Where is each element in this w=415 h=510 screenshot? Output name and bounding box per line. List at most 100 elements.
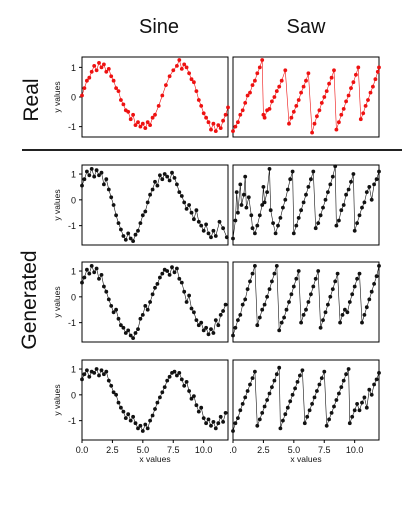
gen2-sine-point xyxy=(211,331,216,335)
gen3-sine-point xyxy=(138,423,143,428)
gen3-saw-point xyxy=(302,421,307,426)
gen1-sine-point xyxy=(172,176,177,180)
gen3-saw-point xyxy=(298,373,302,378)
gen2-sine-point xyxy=(89,264,94,268)
gen3-sine-point xyxy=(133,421,138,426)
gen3-sine-point xyxy=(213,426,218,431)
real-saw-point xyxy=(332,68,336,73)
gen3-sine-point xyxy=(85,368,89,373)
gen2-sine-point xyxy=(119,323,123,328)
real-saw-point xyxy=(361,111,366,116)
gen3-saw-point xyxy=(307,408,312,413)
real-sine-point xyxy=(189,77,194,82)
real-saw-point xyxy=(315,114,319,119)
gen3-saw-point xyxy=(337,391,341,396)
gen3-sine-point xyxy=(97,373,101,378)
gen1-saw-point xyxy=(367,185,372,189)
gen2-sine-point xyxy=(213,318,218,322)
real-sine-point xyxy=(182,62,187,67)
gen1-saw-point xyxy=(255,223,260,228)
gen1-sine-point xyxy=(102,182,106,187)
gen1-sine-point xyxy=(116,221,121,226)
gen1-saw-point xyxy=(278,216,283,220)
gen2-saw-point xyxy=(338,320,342,325)
gen3-sine-xlabel: x values xyxy=(139,454,170,464)
gen1-saw-point xyxy=(243,174,248,179)
real-saw-point xyxy=(304,78,308,83)
real-sine-point xyxy=(160,93,165,98)
gen2-sine-point xyxy=(209,327,213,331)
gen2-saw-point xyxy=(296,269,301,273)
gen1-saw-point xyxy=(265,190,269,195)
gen1-sine-ytick-label: 0 xyxy=(71,195,76,205)
gen1-sine-point xyxy=(158,173,162,178)
gen1-sine-point xyxy=(99,170,104,175)
gen3-saw-point xyxy=(352,408,357,413)
gen2-sine-point xyxy=(179,280,184,285)
gen2-sine-point xyxy=(196,323,201,328)
gen1-saw-point xyxy=(239,203,244,207)
gen3-saw-point xyxy=(327,417,331,422)
real-sine-point xyxy=(156,104,161,108)
gen3-sine-point xyxy=(189,396,194,401)
gen3-saw-point xyxy=(305,414,310,419)
real-saw-point xyxy=(236,120,240,125)
gen1-sine-point xyxy=(211,228,216,233)
gen2-saw-point xyxy=(345,310,350,315)
real-saw-point xyxy=(368,90,373,95)
real-sine-point xyxy=(111,78,116,83)
gen1-saw-point xyxy=(273,231,278,236)
real-sine-point xyxy=(114,86,118,90)
gen2-sine-point xyxy=(82,275,87,280)
real-saw-point xyxy=(346,93,351,98)
gen2-saw-point xyxy=(253,264,257,268)
gen1-saw-point xyxy=(296,216,301,220)
gen1-saw-frame xyxy=(232,164,380,246)
gen1-saw-point xyxy=(285,187,290,192)
gen3-sine-frame xyxy=(81,359,229,441)
gen2-saw-point xyxy=(372,282,376,286)
real-sine-point xyxy=(104,69,109,74)
gen1-saw-point xyxy=(364,190,369,195)
real-sine-ytick-label: 0 xyxy=(71,93,76,103)
real-sine-point xyxy=(82,86,87,90)
real-saw-point xyxy=(319,101,324,105)
gen2-sine-point xyxy=(167,273,172,277)
gen3-saw-point xyxy=(253,369,257,374)
gen3-sine-point xyxy=(162,385,167,389)
gen1-saw-point xyxy=(328,182,333,187)
real-sine-point xyxy=(136,120,140,125)
gen1-sine-point xyxy=(160,177,165,182)
gen3-sine-point xyxy=(204,421,209,426)
real-saw-point xyxy=(306,71,311,76)
gen3-sine-point xyxy=(126,412,131,417)
real-saw-point xyxy=(272,95,277,99)
gen1-saw-point xyxy=(374,177,379,182)
gen3-saw-point xyxy=(300,368,305,373)
gen1-saw-point xyxy=(330,174,335,179)
gen2-sine-point xyxy=(199,320,204,325)
gen2-saw-point xyxy=(240,302,245,307)
gen3-sine-point xyxy=(116,400,121,405)
gen3-saw-point xyxy=(277,365,282,370)
gen3-saw-point xyxy=(360,400,364,405)
gen1-saw-point xyxy=(369,197,374,202)
real-sine-point xyxy=(143,126,148,130)
gen1-sine-point xyxy=(126,231,131,236)
gen2-saw-point xyxy=(343,307,347,312)
gen3-saw-point xyxy=(250,376,255,380)
gen1-sine-point xyxy=(145,200,150,205)
gen2-saw-point xyxy=(357,271,362,276)
gen1-sine-point xyxy=(89,167,94,171)
gen3-saw-xtick-label: 5.0 xyxy=(288,445,301,455)
gen3-sine-point xyxy=(184,380,189,384)
gen3-saw-point xyxy=(243,395,248,400)
gen2-sine-point xyxy=(204,325,209,330)
gen2-sine-point xyxy=(85,267,89,272)
gen2-sine-point xyxy=(106,297,111,302)
gen1-saw-point xyxy=(311,169,316,174)
gen1-saw-point xyxy=(236,210,240,215)
gen1-sine-point xyxy=(213,234,218,238)
gen3-sine-point xyxy=(209,423,213,428)
gen3-sine-point xyxy=(121,409,126,414)
